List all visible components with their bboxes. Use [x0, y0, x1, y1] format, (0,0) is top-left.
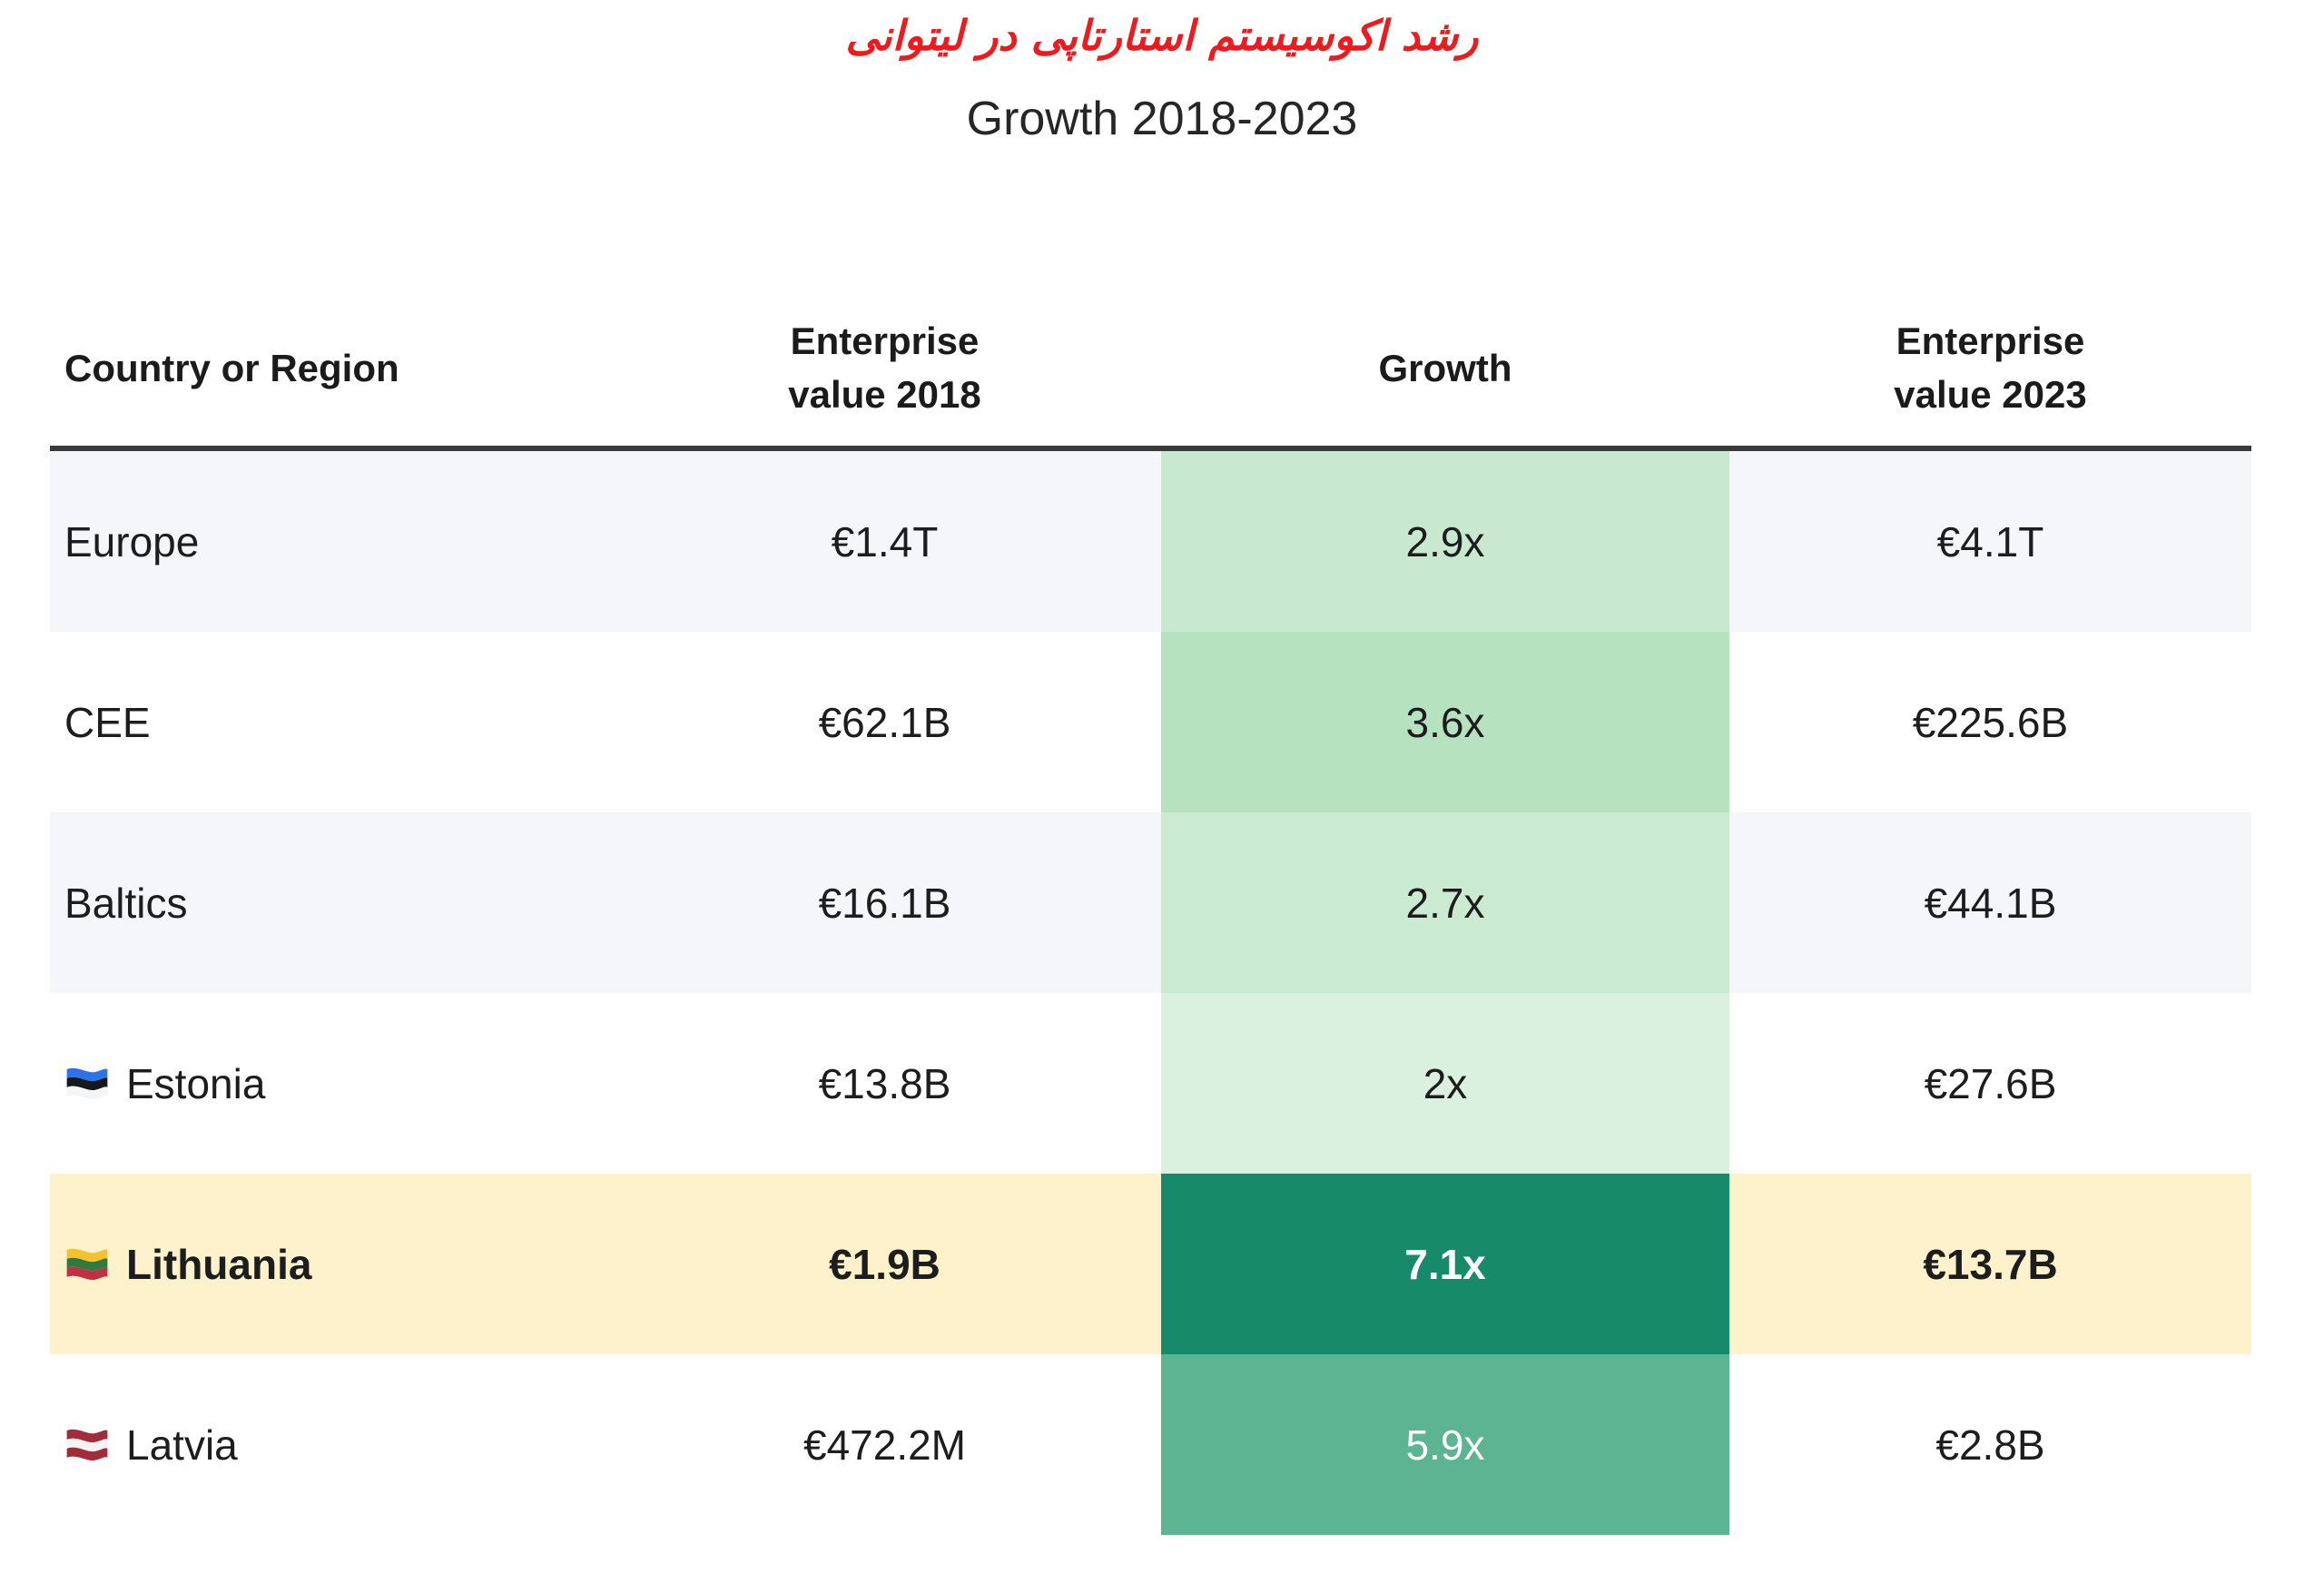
table-row-estonia: Estonia €13.8B 2x €27.6B [50, 993, 2251, 1175]
table-row-cee: CEE €62.1B 3.6x €225.6B [50, 632, 2251, 813]
growth-cell: 7.1x [1161, 1174, 1729, 1355]
growth-cell: 5.9x [1161, 1354, 1729, 1536]
page-subtitle: Growth 2018-2023 [966, 93, 1358, 146]
lithuania-flag-icon [66, 1248, 108, 1281]
ev2018-cell: €1.4T [831, 517, 939, 565]
ev2018-cell: €16.1B [818, 879, 951, 927]
table-row-baltics: Baltics €16.1B 2.7x €44.1B [50, 812, 2251, 994]
growth-cell: 2x [1161, 993, 1729, 1175]
country-cell: Latvia [50, 1354, 608, 1535]
table-header-row: Country or Region Enterprise value 2018 … [50, 291, 2251, 452]
estonia-flag-icon [66, 1067, 108, 1100]
latvia-flag-icon [66, 1429, 108, 1461]
page-title-farsi: رشد اکوسیستم استارتاپی در لیتوانی [845, 11, 1479, 60]
table-row-lithuania: Lithuania €1.9B 7.1x €13.7B [50, 1174, 2251, 1355]
growth-table: Country or Region Enterprise value 2018 … [50, 291, 2251, 1536]
column-header-ev2023: Enterprise value 2023 [1894, 320, 2087, 417]
table-row-latvia: Latvia €472.2M 5.9x €2.8B [50, 1354, 2251, 1536]
ev2023-cell: €2.8B [1935, 1421, 2045, 1469]
ev2023-cell: €44.1B [1924, 879, 2057, 927]
country-cell: Lithuania [50, 1174, 608, 1354]
growth-cell: 2.7x [1161, 812, 1729, 994]
column-header-ev2018: Enterprise value 2018 [788, 320, 981, 417]
country-cell: Baltics [64, 879, 188, 927]
ev2023-cell: €225.6B [1912, 698, 2069, 746]
country-cell: Estonia [50, 993, 608, 1174]
growth-cell: 3.6x [1161, 632, 1729, 813]
table-row-europe: Europe €1.4T 2.9x €4.1T [50, 451, 2251, 633]
ev2018-cell: €1.9B [829, 1240, 940, 1288]
growth-cell: 2.9x [1161, 451, 1729, 633]
column-header-growth: Growth [1378, 346, 1512, 389]
ev2018-cell: €13.8B [818, 1059, 951, 1107]
ev2023-cell: €27.6B [1924, 1059, 2057, 1107]
ev2023-cell: €4.1T [1936, 517, 2044, 565]
ev2018-cell: €62.1B [818, 698, 951, 746]
ev2023-cell: €13.7B [1923, 1240, 2058, 1288]
country-cell: CEE [64, 698, 151, 746]
column-header-country: Country or Region [64, 346, 399, 389]
ev2018-cell: €472.2M [803, 1421, 966, 1469]
country-cell: Europe [64, 517, 200, 565]
